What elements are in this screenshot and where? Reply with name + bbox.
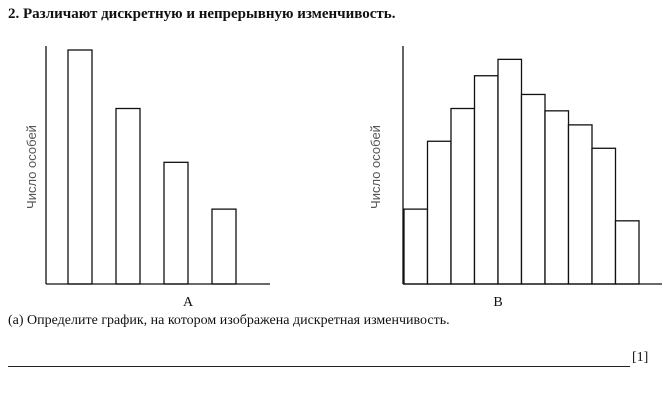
chart-b-bar-2 <box>426 140 452 285</box>
marks-label: [1] <box>632 350 649 365</box>
chart-a-bar-4 <box>211 208 237 285</box>
chart-b-bar-6 <box>520 93 546 285</box>
chart-a-bar-1 <box>67 49 93 285</box>
chart-a-y-axis-label: Число особей <box>24 125 39 209</box>
chart-b-bar-1 <box>403 208 429 285</box>
chart-a: Число особей A <box>24 46 270 310</box>
chart-b-label: B <box>493 295 502 310</box>
chart-b: Число особей B <box>368 46 662 310</box>
chart-a-bar-3 <box>163 161 189 285</box>
chart-b-bar-9 <box>591 147 617 285</box>
chart-b-bar-3 <box>450 107 476 285</box>
chart-b-bar-5 <box>497 58 523 285</box>
chart-b-bar-8 <box>567 124 593 285</box>
question-title: 2. Различают дискретную и непрерывную из… <box>8 6 396 22</box>
sub-question-text: (а) Определите график, на котором изобра… <box>8 313 450 328</box>
chart-a-bar-2 <box>115 107 141 285</box>
chart-b-bar-4 <box>473 75 499 285</box>
chart-a-label: A <box>183 295 194 310</box>
chart-b-bar-7 <box>544 110 570 285</box>
answer-line[interactable] <box>8 366 630 367</box>
chart-b-bar-10 <box>614 220 640 285</box>
chart-b-y-axis-label: Число особей <box>368 125 383 209</box>
